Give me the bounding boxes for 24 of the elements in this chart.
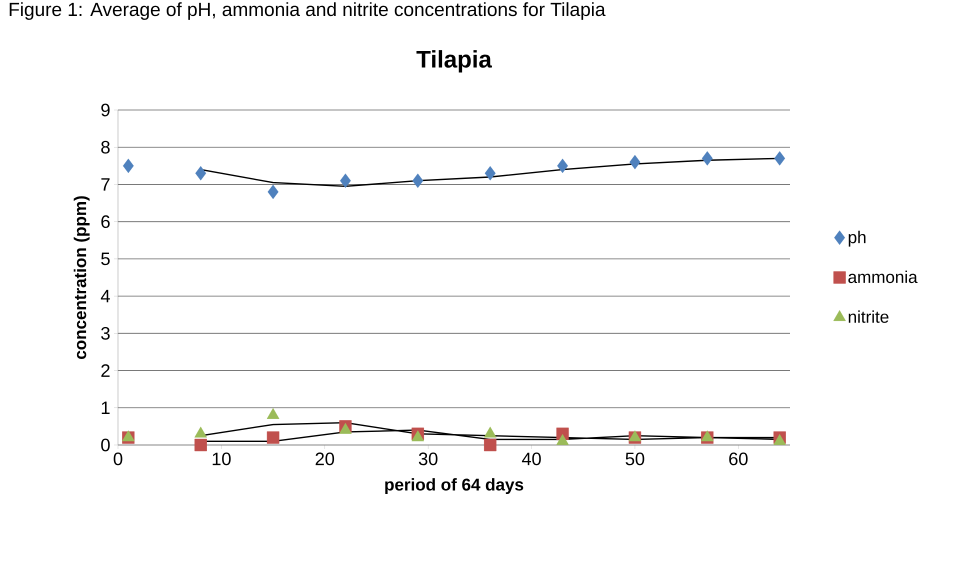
y-tick-label: 4 <box>100 290 110 302</box>
y-tick-label: 3 <box>101 326 110 340</box>
y-axis-title: concentration (ppm) <box>74 196 90 360</box>
legend-label: ammonia <box>848 270 918 284</box>
y-tick-label: 8 <box>101 140 110 154</box>
chart-title: Tilapia <box>416 50 492 72</box>
x-axis-title: period of 64 days <box>385 478 524 494</box>
y-tick-label: 7 <box>101 178 110 191</box>
y-tick-label: 0 <box>101 438 110 452</box>
x-tick-label: 10 <box>212 452 231 466</box>
y-tick-label: 2 <box>101 364 110 377</box>
legend-label: ph <box>848 230 866 247</box>
x-tick-label: 40 <box>522 452 541 466</box>
y-tick-label: 5 <box>101 252 110 266</box>
x-tick-label: 20 <box>316 452 334 466</box>
x-tick-label: 60 <box>729 452 748 466</box>
y-tick-label: 9 <box>101 104 110 116</box>
legend-label: nitrite <box>848 310 888 323</box>
x-tick-label: 0 <box>114 452 122 466</box>
x-tick-label: 30 <box>418 452 438 466</box>
caption: Figure 1: Average of pH, ammonia and nitrite concentrations for Tilapia <box>10 2 606 20</box>
x-tick-label: 50 <box>626 452 644 466</box>
y-tick-label: 1 <box>102 402 110 414</box>
y-tick-label: 6 <box>101 215 110 228</box>
